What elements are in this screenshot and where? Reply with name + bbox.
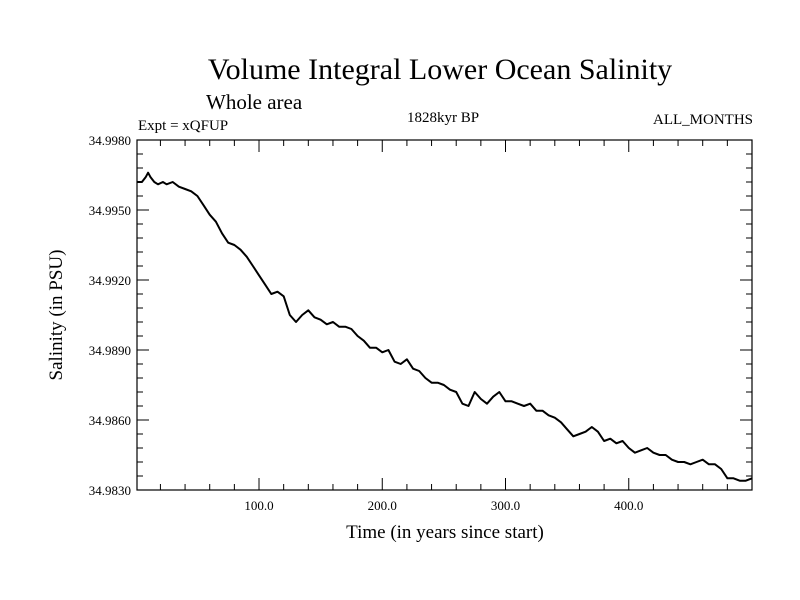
salinity-series-line xyxy=(137,171,753,482)
expt-label: Expt = xQFUP xyxy=(138,118,228,134)
y-tick-label: 34.9980 xyxy=(89,133,131,148)
tick-marks xyxy=(137,139,752,491)
axes xyxy=(136,139,753,491)
y-tick-label: 34.9860 xyxy=(89,413,131,428)
plot-frame xyxy=(136,139,753,491)
y-tick-label: 34.9950 xyxy=(89,203,131,218)
x-tick-label: 400.0 xyxy=(614,498,643,513)
months-label: ALL_MONTHS xyxy=(653,112,753,128)
tick-labels: 100.0 200.0 300.0 400.0 34.9830 34.9860 34.989… xyxy=(89,133,644,513)
period-label: 1828kyr BP xyxy=(407,110,479,126)
y-tick-label: 34.9920 xyxy=(89,273,131,288)
y-axis-label: Salinity (in PSU) xyxy=(46,250,67,381)
y-tick-label: 34.9830 xyxy=(89,483,131,498)
x-tick-label: 300.0 xyxy=(491,498,520,513)
chart-subtitle: Whole area xyxy=(206,90,303,114)
x-tick-label: 200.0 xyxy=(368,498,397,513)
y-tick-label: 34.9890 xyxy=(89,343,131,358)
chart-title: Volume Integral Lower Ocean Salinity xyxy=(208,53,672,86)
x-tick-label: 100.0 xyxy=(244,498,273,513)
x-axis-label: Time (in years since start) xyxy=(346,522,544,543)
